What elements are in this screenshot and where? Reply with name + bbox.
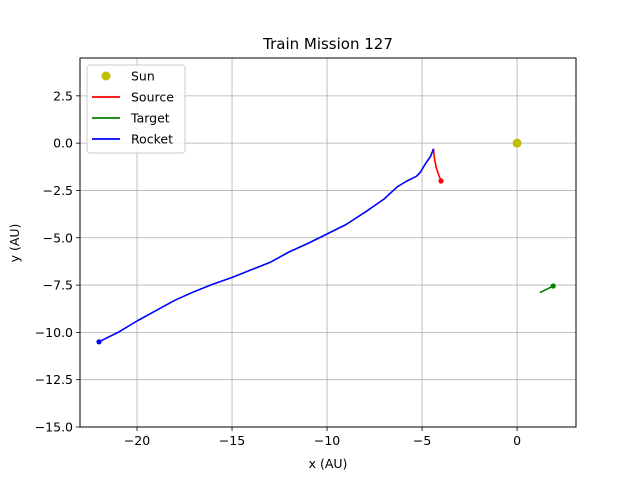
y-tick-label: −2.5	[43, 183, 73, 198]
plot-frame	[79, 57, 577, 428]
rocket-position-dot	[96, 339, 102, 345]
legend-box	[86, 64, 186, 154]
y-axis-ticks: −15.0 −12.5 −10.0 −7.5 −5.0 −2.5 0.0 2.5	[35, 88, 80, 435]
target-position-dot	[550, 283, 556, 289]
source-trajectory-line	[432, 148, 442, 182]
legend-target-label: Target	[130, 111, 170, 126]
target-trajectory-line	[539, 285, 554, 294]
x-tick-label: −10	[314, 433, 340, 448]
legend-source-label: Source	[131, 90, 174, 105]
y-axis-label: y (AU)	[7, 224, 22, 263]
y-tick-label: −15.0	[35, 420, 73, 435]
source-position-dot	[438, 178, 444, 184]
x-axis-ticks: −20 −15 −10 −5 0	[124, 427, 521, 448]
x-tick-label: −15	[219, 433, 245, 448]
y-tick-label: 0.0	[53, 136, 73, 151]
x-tick-label: −20	[124, 433, 150, 448]
y-tick-label: −10.0	[35, 325, 73, 340]
legend-sun-swatch	[101, 71, 111, 81]
x-axis-label: x (AU)	[309, 456, 348, 471]
y-tick-label: −7.5	[43, 278, 73, 293]
rocket-trajectory-line	[98, 148, 435, 343]
x-tick-label: −5	[413, 433, 431, 448]
y-tick-label: 2.5	[53, 88, 73, 103]
y-tick-label: −12.5	[35, 372, 73, 387]
x-tick-label: 0	[513, 433, 521, 448]
plot-series	[96, 138, 556, 345]
legend-sun-label: Sun	[131, 69, 155, 84]
legend: Sun Source Target Rocket	[86, 64, 186, 154]
sun-marker	[512, 138, 522, 148]
chart-title: Train Mission 127	[262, 35, 393, 53]
y-tick-label: −5.0	[43, 230, 73, 245]
legend-rocket-label: Rocket	[131, 132, 173, 147]
